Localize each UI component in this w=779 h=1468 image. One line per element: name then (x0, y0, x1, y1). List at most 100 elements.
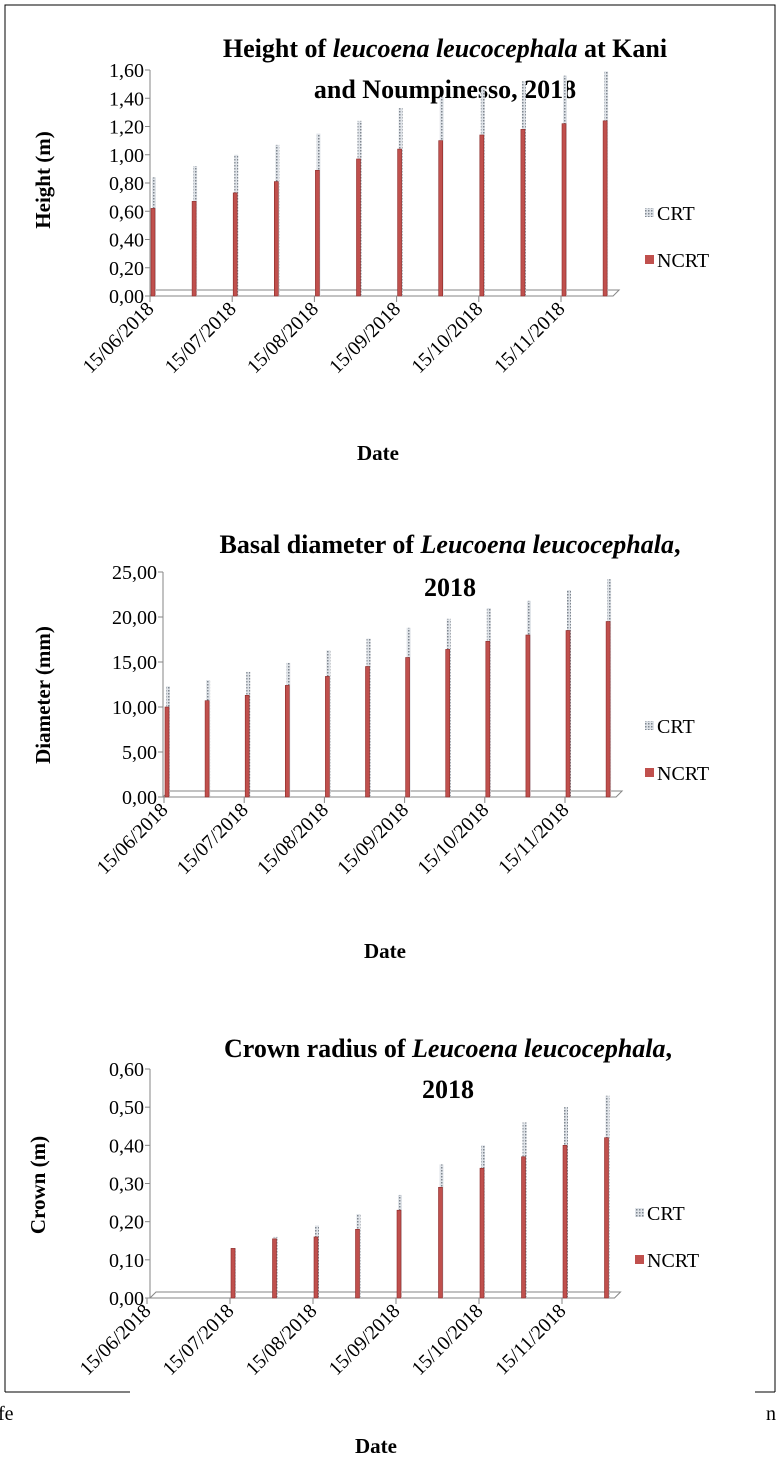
bar (602, 120, 608, 297)
y-tick-label: 1,20 (109, 117, 144, 139)
bar (396, 1209, 402, 1299)
y-tick-label: 20,00 (112, 607, 157, 629)
title-part: 2018 (424, 573, 476, 602)
y-tick-label: 1,60 (109, 60, 144, 82)
y-axis-title: Crown (m) (26, 1136, 50, 1234)
caption-fragment: n (766, 1403, 776, 1425)
bar (325, 676, 330, 798)
x-tick-label: 15/07/2018 (173, 799, 253, 879)
bar (204, 700, 210, 798)
bar (313, 1236, 319, 1299)
y-tick-label: 0,80 (109, 173, 144, 195)
x-axis-title: Date (355, 1434, 397, 1458)
legend-swatch (635, 1255, 644, 1264)
bar (230, 1248, 236, 1299)
bar (397, 148, 402, 297)
bar (438, 1187, 443, 1299)
x-tick-label: 15/11/2018 (494, 799, 573, 878)
y-tick-label: 0,60 (109, 1059, 144, 1081)
y-tick-label: 10,00 (112, 697, 157, 719)
x-tick-label: 15/11/2018 (491, 1300, 570, 1379)
bar (164, 706, 170, 798)
y-tick-label: 0,40 (109, 230, 144, 252)
y-tick-label: 0,50 (109, 1097, 144, 1119)
floor (161, 790, 624, 798)
x-tick-label: 15/06/2018 (93, 799, 173, 879)
bar (479, 1167, 485, 1299)
caption-fragment: fe (0, 1403, 14, 1425)
bar (273, 181, 279, 297)
bar (520, 129, 526, 297)
x-tick-label: 15/06/2018 (76, 1300, 156, 1380)
y-tick-label: 5,00 (122, 742, 157, 764)
bar (356, 158, 361, 297)
legend-swatch (645, 768, 654, 777)
floor (148, 289, 621, 297)
y-tick-label: 1,00 (109, 145, 144, 167)
x-tick-label: 15/07/2018 (159, 1300, 239, 1380)
legend-label: NCRT (647, 1250, 699, 1272)
floor (148, 1291, 622, 1299)
bar (479, 134, 485, 297)
chart-title: 2018 (424, 573, 476, 602)
x-tick-label: 15/08/2018 (243, 298, 323, 378)
bar (561, 123, 567, 297)
title-part: Height of (223, 34, 333, 63)
bar (284, 685, 290, 798)
title-part: at Kani (577, 34, 667, 63)
title-part: leucoena leucocephala (333, 34, 578, 63)
x-tick-label: 15/06/2018 (79, 298, 159, 378)
title-part: Leucoena leucocephala (411, 1034, 665, 1063)
bar (605, 621, 611, 798)
frame (4, 4, 776, 1392)
chart-title: Basal diameter of Leucoena leucocephala, (220, 530, 681, 559)
x-tick-label: 15/10/2018 (408, 1300, 488, 1380)
bar (191, 201, 197, 297)
bar (445, 649, 451, 798)
legend-swatch (645, 721, 654, 730)
x-tick-label: 15/08/2018 (242, 1300, 322, 1380)
bar (485, 640, 491, 798)
y-axis-title: Diameter (mm) (31, 626, 55, 764)
bar (521, 1156, 526, 1299)
legend-swatch (635, 1208, 644, 1217)
legend-label: NCRT (657, 250, 709, 272)
title-part: , (666, 1034, 673, 1063)
bar (365, 666, 370, 798)
legend-label: CRT (647, 1203, 685, 1225)
bar (272, 1238, 277, 1299)
bar (525, 634, 531, 798)
y-tick-label: 0,00 (109, 286, 144, 308)
title-part: Basal diameter of (220, 530, 421, 559)
y-tick-label: 15,00 (112, 652, 157, 674)
x-tick-label: 15/09/2018 (325, 298, 405, 378)
bar (565, 630, 571, 798)
bar (315, 169, 320, 297)
y-tick-label: 0,30 (109, 1174, 144, 1196)
bar (405, 657, 410, 798)
y-tick-label: 0,10 (109, 1250, 144, 1272)
bar (562, 1145, 568, 1299)
x-tick-label: 15/09/2018 (333, 799, 413, 879)
title-part: and Noumpinesso, 2018 (314, 75, 576, 104)
bar (244, 694, 250, 798)
bar (438, 140, 444, 297)
x-tick-label: 15/10/2018 (407, 298, 487, 378)
title-part: Leucoena leucocephala (420, 530, 674, 559)
y-tick-label: 0,20 (109, 1212, 144, 1234)
bar (604, 1137, 609, 1299)
bar (150, 208, 156, 297)
y-tick-label: 0,40 (109, 1135, 144, 1157)
chart-title: Crown radius of Leucoena leucocephala, (224, 1034, 672, 1063)
chart-title: 2018 (422, 1075, 474, 1104)
title-part: , (674, 530, 681, 559)
chart-title: Height of leucoena leucocephala at Kani (223, 34, 667, 63)
legend-label: CRT (657, 203, 695, 225)
y-tick-label: 0,60 (109, 201, 144, 223)
x-tick-label: 15/09/2018 (325, 1300, 405, 1380)
y-tick-label: 0,20 (109, 258, 144, 280)
y-axis-title: Height (m) (31, 131, 55, 228)
x-tick-label: 15/10/2018 (413, 799, 493, 879)
